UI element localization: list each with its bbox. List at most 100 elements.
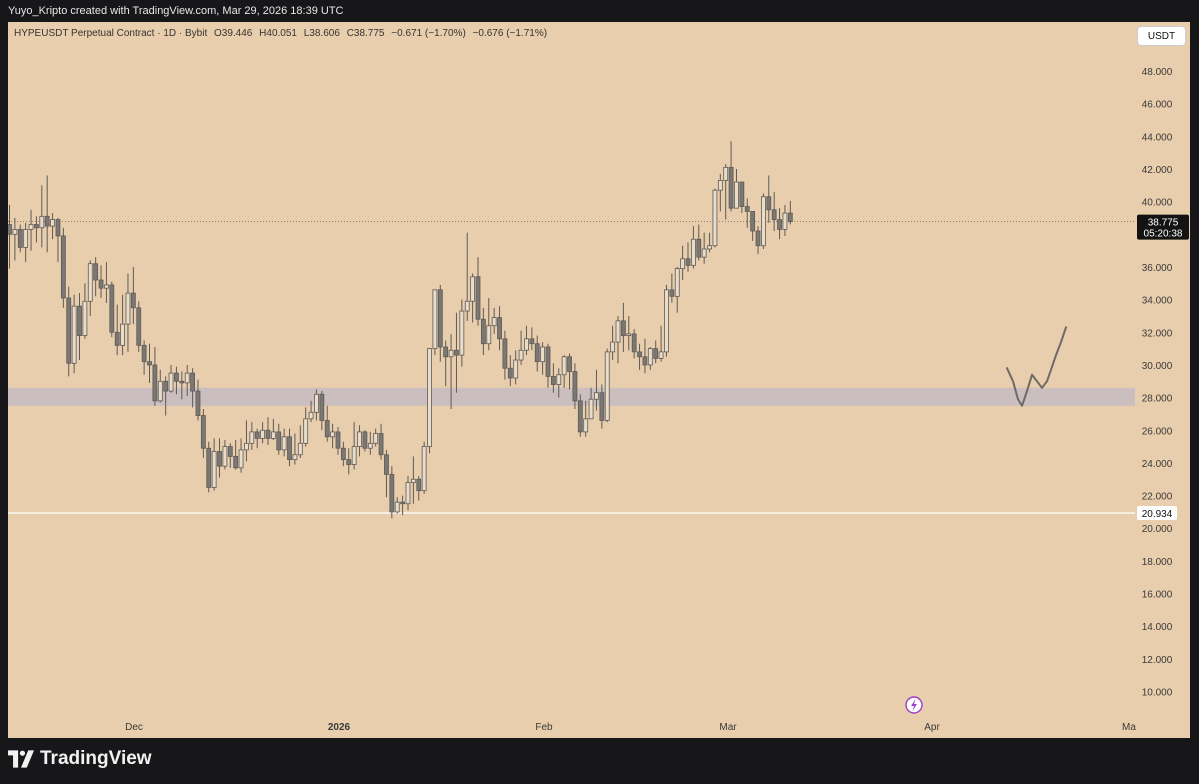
candle	[324, 405, 330, 442]
candle	[125, 273, 131, 352]
y-tick-label: 30.000	[1142, 361, 1173, 372]
candle	[480, 307, 486, 356]
support-zone[interactable]	[8, 387, 1135, 406]
candle	[206, 441, 212, 493]
candle	[373, 428, 379, 447]
candlestick-chart[interactable]: 48.00046.00044.00042.00040.00038.00036.0…	[8, 22, 1190, 738]
candle	[87, 260, 93, 316]
candle	[157, 369, 163, 403]
candle	[556, 368, 562, 398]
candle	[362, 430, 368, 452]
candle	[491, 307, 497, 334]
candle	[319, 391, 325, 431]
candle	[427, 348, 432, 454]
candle	[610, 325, 616, 361]
candle	[39, 185, 45, 248]
y-tick-label: 42.000	[1142, 165, 1173, 176]
candle	[524, 325, 529, 356]
candle	[244, 420, 249, 462]
candle	[604, 348, 610, 423]
candle	[330, 423, 336, 449]
svg-text:20.934: 20.934	[1142, 509, 1173, 520]
candle	[534, 335, 540, 372]
candle	[384, 449, 389, 498]
candle	[98, 265, 104, 298]
candle	[174, 366, 179, 395]
candle	[50, 213, 55, 240]
candle	[8, 204, 12, 269]
candle	[346, 448, 352, 475]
candle	[502, 330, 508, 380]
y-tick-label: 36.000	[1142, 263, 1173, 274]
candle	[717, 173, 723, 212]
candle	[104, 262, 109, 303]
x-tick-label: Mar	[719, 722, 737, 733]
candle	[728, 141, 734, 212]
candle	[287, 428, 292, 467]
candle	[459, 299, 465, 367]
candle	[249, 422, 255, 450]
candle	[93, 257, 99, 297]
y-tick-label: 26.000	[1142, 426, 1173, 437]
candle	[147, 343, 152, 383]
candle	[44, 175, 50, 253]
y-tick-label: 14.000	[1142, 622, 1173, 633]
candle	[771, 191, 777, 232]
candle	[475, 257, 481, 326]
candle	[227, 443, 233, 468]
svg-text:38.775: 38.775	[1148, 218, 1179, 229]
candle	[184, 364, 190, 396]
candle	[685, 242, 691, 272]
candle	[739, 181, 745, 214]
x-tick-label: Dec	[125, 722, 143, 733]
candle	[292, 433, 298, 465]
candle	[109, 281, 115, 338]
candle	[680, 245, 686, 281]
candle	[120, 294, 125, 356]
candle	[195, 379, 201, 421]
candle	[631, 329, 637, 359]
y-tick-label: 10.000	[1142, 688, 1173, 699]
y-tick-label: 28.000	[1142, 394, 1173, 405]
chart-area[interactable]: 48.00046.00044.00042.00040.00038.00036.0…	[8, 22, 1190, 738]
candle	[405, 475, 411, 511]
candle	[12, 217, 18, 261]
candle	[464, 232, 470, 321]
symbol-name[interactable]: HYPEUSDT Perpetual Contract · 1D · Bybit	[14, 28, 208, 39]
candle	[303, 407, 309, 447]
candle	[297, 425, 303, 459]
candle	[712, 188, 718, 248]
projection-drawing[interactable]	[1006, 326, 1067, 407]
candle	[314, 389, 319, 421]
candle	[723, 164, 729, 220]
candle	[750, 211, 756, 241]
candle	[163, 376, 169, 416]
y-tick-label: 44.000	[1142, 132, 1173, 143]
horizontal-line-price-label: 20.934	[1137, 505, 1177, 520]
candle	[761, 193, 766, 249]
y-tick-label: 40.000	[1142, 198, 1173, 209]
candle	[17, 224, 23, 253]
candle	[696, 224, 702, 261]
svg-text:05:20:38: 05:20:38	[1144, 229, 1183, 240]
y-tick-label: 18.000	[1142, 557, 1173, 568]
lightning-icon[interactable]	[905, 696, 923, 714]
currency-button[interactable]: USDT	[1138, 27, 1185, 45]
open-value: O39.446	[214, 28, 253, 39]
candle	[34, 216, 39, 243]
x-tick-label: Feb	[535, 722, 553, 733]
tradingview-brand[interactable]: TradingView	[8, 748, 152, 770]
candle	[340, 441, 346, 467]
candle	[71, 294, 77, 374]
candle	[626, 315, 632, 351]
candle	[351, 422, 357, 470]
candle	[507, 355, 513, 387]
y-tick-label: 32.000	[1142, 328, 1173, 339]
candle	[637, 343, 642, 370]
candle	[599, 384, 605, 429]
close-value: C38.775	[346, 28, 385, 39]
y-tick-label: 34.000	[1142, 296, 1173, 307]
candle	[518, 330, 524, 365]
candle	[335, 426, 341, 455]
candle	[642, 338, 648, 374]
